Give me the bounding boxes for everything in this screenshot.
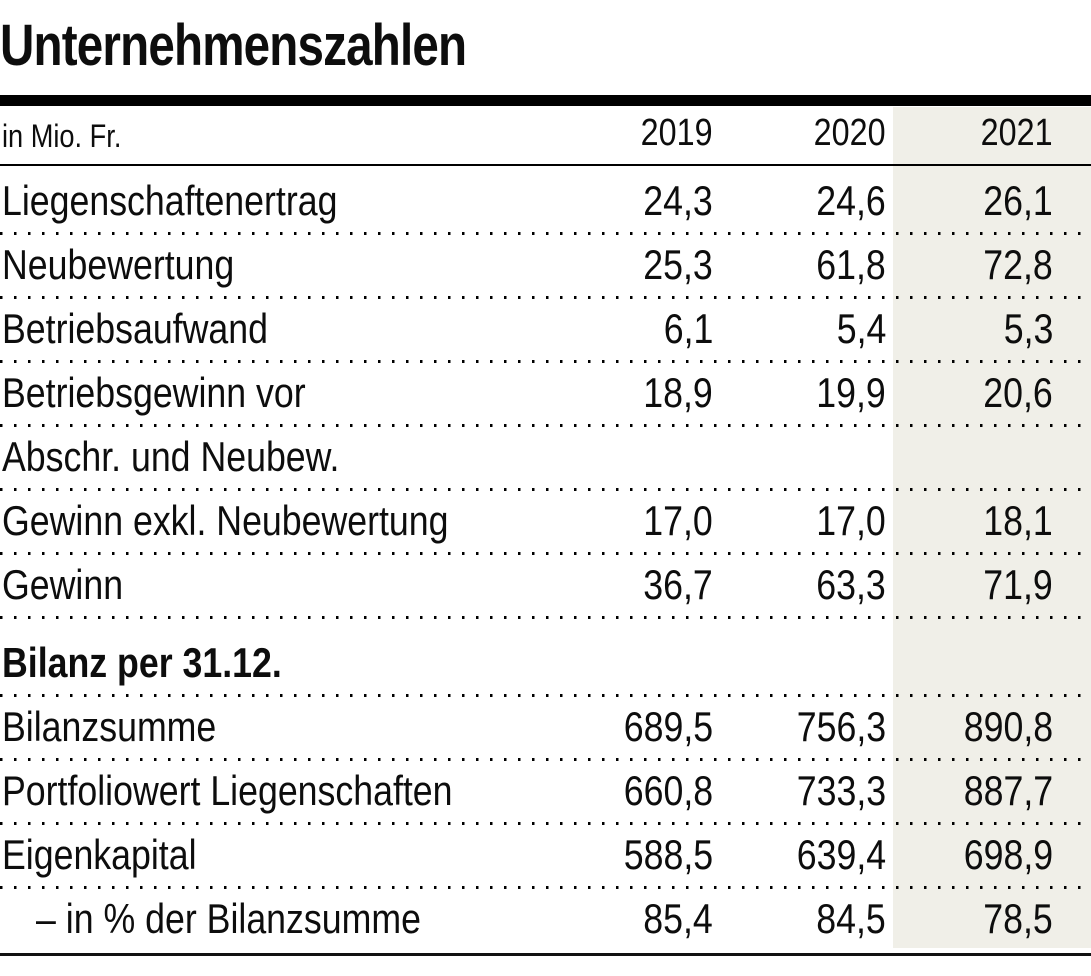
table-row: Gewinn 36,7 63,3 71,9 <box>0 555 1091 619</box>
cell-2021: 72,8 <box>983 241 1053 288</box>
cell-2019: 660,8 <box>623 767 713 814</box>
cell-2019: 85,4 <box>643 895 713 942</box>
cell-2020: 17,0 <box>816 497 886 544</box>
table-row: Portfoliowert Liegenschaften 660,8 733,3… <box>0 761 1091 825</box>
row-label-cell: Gewinn exkl. Neubewertung <box>0 497 538 545</box>
row-label-cell: Betriebsgewinn vor <box>0 369 538 417</box>
cell-2019: 588,5 <box>623 831 713 878</box>
row-label-cell: Gewinn <box>0 561 538 609</box>
row-label-cell: Abschr. und Neubew. <box>0 433 538 481</box>
row-label: Bilanz per 31.12. <box>2 639 282 686</box>
table-row: Betriebsgewinn vor 18,9 19,9 20,6 <box>0 363 1091 427</box>
year-header-2021: 2021 <box>981 112 1053 154</box>
table-header-row: in Mio. Fr. 2019 2020 2021 <box>0 106 1091 164</box>
row-label: Abschr. und Neubew. <box>2 433 340 480</box>
cell-2021: 887,7 <box>963 767 1053 814</box>
cell-2021: 698,9 <box>963 831 1053 878</box>
cell-2019: 689,5 <box>623 703 713 750</box>
row-label: Gewinn exkl. Neubewertung <box>2 497 449 544</box>
table-row: Gewinn exkl. Neubewertung 17,0 17,0 18,1 <box>0 491 1091 555</box>
cell-2021 <box>886 639 1091 687</box>
row-label-cell: Bilanz per 31.12. <box>0 639 538 687</box>
cell-2021: 5,3 <box>1003 305 1053 352</box>
title-rule <box>0 95 1091 106</box>
table-row: Abschr. und Neubew. <box>0 427 1091 491</box>
cell-2021: 78,5 <box>983 895 1053 942</box>
bottom-rule <box>0 953 1091 956</box>
row-label-cell: Bilanzsumme <box>0 703 538 751</box>
table-section-row: Bilanz per 31.12. <box>0 619 1091 697</box>
cell-2020: 19,9 <box>816 369 886 416</box>
row-label: – in % der Bilanzsumme <box>36 895 421 942</box>
row-label: Gewinn <box>2 561 124 608</box>
row-label: Neubewertung <box>2 241 235 288</box>
row-label-cell: Liegenschaftenertrag <box>0 177 538 225</box>
row-label: Eigenkapital <box>2 831 197 878</box>
cell-2019: 6,1 <box>663 305 713 352</box>
cell-2021: 20,6 <box>983 369 1053 416</box>
cell-2019 <box>538 639 713 687</box>
table-row: Bilanzsumme 689,5 756,3 890,8 <box>0 697 1091 761</box>
cell-2020 <box>713 433 886 481</box>
cell-2019: 36,7 <box>643 561 713 608</box>
table-body: Liegenschaftenertrag 24,3 24,6 26,1 Neub… <box>0 166 1091 953</box>
cell-2020: 756,3 <box>796 703 886 750</box>
cell-2020: 639,4 <box>796 831 886 878</box>
page-title-text: Unternehmenszahlen <box>0 13 467 78</box>
row-label-cell: Betriebsaufwand <box>0 305 538 353</box>
cell-2020: 24,6 <box>816 177 886 224</box>
cell-2019: 17,0 <box>643 497 713 544</box>
cell-2019: 25,3 <box>643 241 713 288</box>
cell-2021: 890,8 <box>963 703 1053 750</box>
cell-2020: 84,5 <box>816 895 886 942</box>
cell-2021: 26,1 <box>983 177 1053 224</box>
unit-label-cell: in Mio. Fr. <box>0 118 538 155</box>
cell-2020 <box>713 639 886 687</box>
row-label-cell: – in % der Bilanzsumme <box>0 895 538 943</box>
row-label: Bilanzsumme <box>2 703 217 750</box>
row-label: Betriebsgewinn vor <box>2 369 306 416</box>
cell-2020: 5,4 <box>836 305 886 352</box>
cell-2021: 71,9 <box>983 561 1053 608</box>
table-row: Eigenkapital 588,5 639,4 698,9 <box>0 825 1091 889</box>
cell-2021 <box>886 433 1091 481</box>
row-label-cell: Eigenkapital <box>0 831 538 879</box>
cell-2020: 63,3 <box>816 561 886 608</box>
unit-label: in Mio. Fr. <box>2 118 122 154</box>
year-header-2019: 2019 <box>641 112 713 154</box>
row-label-cell: Portfoliowert Liegenschaften <box>0 767 538 815</box>
table-row: – in % der Bilanzsumme 85,4 84,5 78,5 <box>0 889 1091 953</box>
page-title: Unternehmenszahlen <box>0 14 1091 78</box>
cell-2019: 24,3 <box>643 177 713 224</box>
row-label: Betriebsaufwand <box>2 305 268 352</box>
cell-2019 <box>538 433 713 481</box>
year-header-2020: 2020 <box>814 112 886 154</box>
row-label-cell: Neubewertung <box>0 241 538 289</box>
cell-2019: 18,9 <box>643 369 713 416</box>
table-row: Neubewertung 25,3 61,8 72,8 <box>0 235 1091 299</box>
table-row: Betriebsaufwand 6,1 5,4 5,3 <box>0 299 1091 363</box>
header-rule <box>0 164 1091 166</box>
row-label: Liegenschaftenertrag <box>2 177 338 224</box>
cell-2020: 61,8 <box>816 241 886 288</box>
highlight-column-2021 <box>893 107 1091 948</box>
cell-2021: 18,1 <box>983 497 1053 544</box>
row-label: Portfoliowert Liegenschaften <box>2 767 453 814</box>
cell-2020: 733,3 <box>796 767 886 814</box>
table-row: Liegenschaftenertrag 24,3 24,6 26,1 <box>0 166 1091 235</box>
